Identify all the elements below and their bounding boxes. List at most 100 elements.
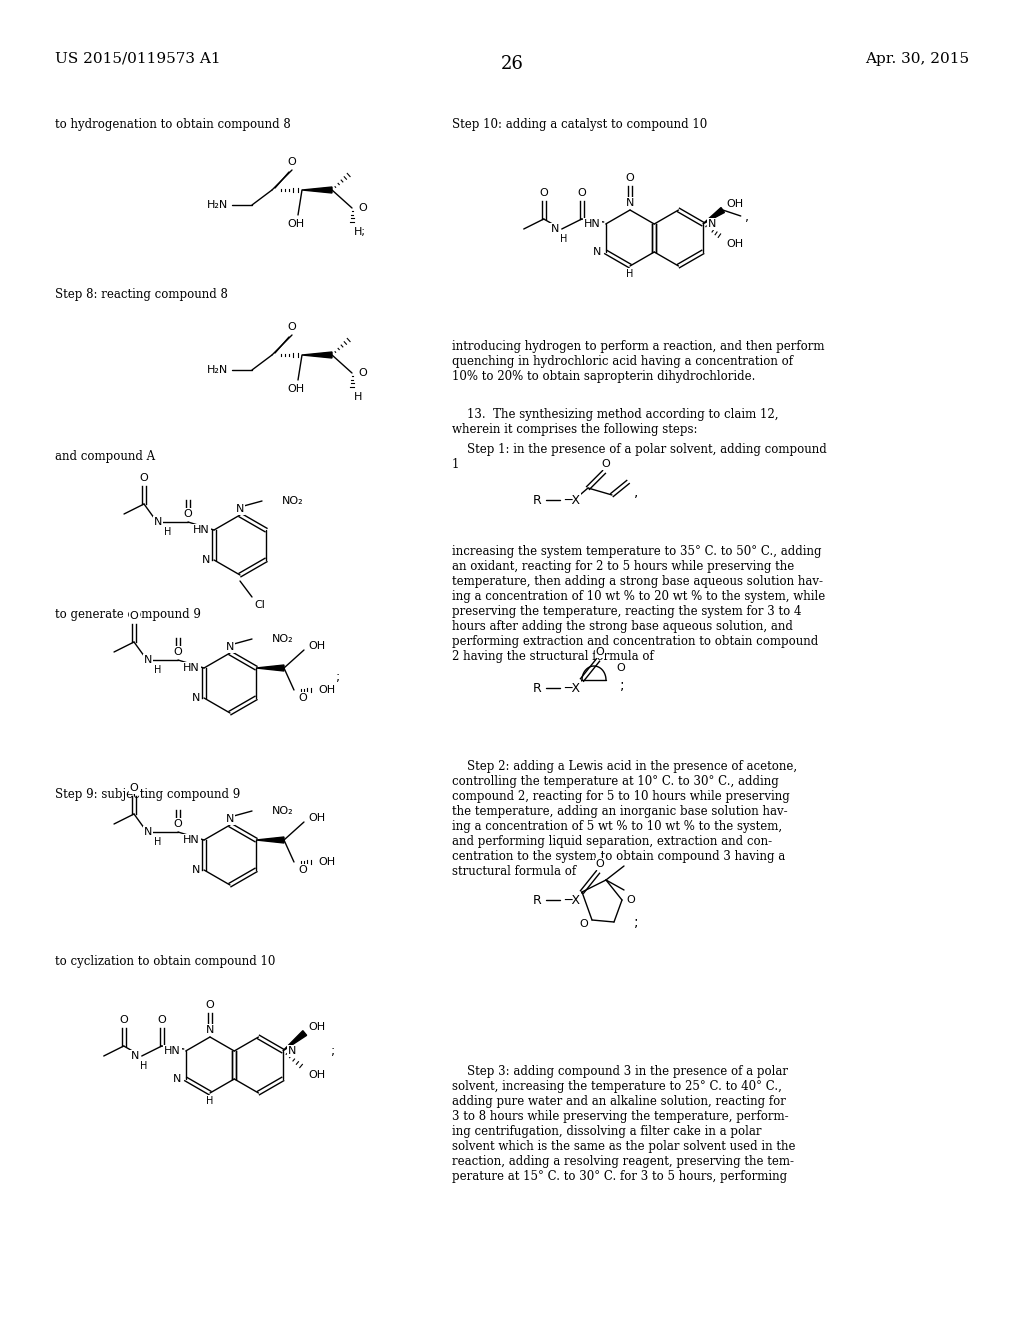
Text: O: O	[626, 895, 635, 906]
Text: H: H	[140, 1061, 147, 1071]
Text: OH: OH	[727, 239, 743, 249]
Text: OH: OH	[308, 813, 325, 822]
Text: NO₂: NO₂	[282, 496, 304, 506]
Text: O: O	[298, 865, 307, 875]
Text: O: O	[120, 1015, 128, 1026]
Text: O: O	[602, 459, 610, 469]
Text: Step 3: adding compound 3 in the presence of a polar
solvent, increasing the tem: Step 3: adding compound 3 in the presenc…	[452, 1065, 796, 1183]
Text: Apr. 30, 2015: Apr. 30, 2015	[865, 51, 969, 66]
Text: N: N	[191, 865, 200, 875]
Text: O: O	[206, 1001, 214, 1010]
Text: US 2015/0119573 A1: US 2015/0119573 A1	[55, 51, 220, 66]
Text: O: O	[578, 187, 586, 198]
Text: ─X: ─X	[564, 894, 581, 907]
Text: H: H	[154, 837, 162, 847]
Text: and compound A: and compound A	[55, 450, 155, 463]
Polygon shape	[302, 352, 332, 358]
Text: OH: OH	[318, 685, 335, 696]
Text: ,: ,	[744, 211, 749, 224]
Text: 1: 1	[452, 458, 460, 471]
Text: N: N	[143, 828, 152, 837]
Polygon shape	[702, 207, 724, 224]
Text: N: N	[154, 517, 162, 527]
Text: Step 1: in the presence of a polar solvent, adding compound: Step 1: in the presence of a polar solve…	[452, 444, 826, 455]
Text: OH: OH	[727, 199, 743, 209]
Text: NO₂: NO₂	[272, 634, 294, 644]
Polygon shape	[302, 187, 332, 193]
Text: 26: 26	[501, 55, 523, 73]
Text: O: O	[596, 859, 604, 869]
Text: OH: OH	[309, 1071, 326, 1080]
Text: 13.  The synthesizing method according to claim 12,
wherein it comprises the fol: 13. The synthesizing method according to…	[452, 408, 778, 436]
Text: Step 10: adding a catalyst to compound 10: Step 10: adding a catalyst to compound 1…	[452, 117, 708, 131]
Text: ,: ,	[634, 484, 638, 499]
Text: ─X: ─X	[564, 681, 581, 694]
Text: N: N	[202, 554, 210, 565]
Text: H: H	[154, 665, 162, 675]
Text: O: O	[130, 611, 138, 620]
Text: N: N	[236, 504, 244, 513]
Text: to cyclization to obtain compound 10: to cyclization to obtain compound 10	[55, 954, 275, 968]
Polygon shape	[283, 1031, 306, 1051]
Text: O: O	[183, 510, 193, 519]
Text: HN: HN	[164, 1045, 181, 1056]
Text: Cl: Cl	[254, 601, 265, 610]
Text: O: O	[139, 473, 148, 483]
Text: N: N	[143, 655, 152, 665]
Text: N: N	[708, 219, 716, 228]
Text: H: H	[164, 527, 171, 537]
Text: R: R	[534, 894, 542, 907]
Text: N: N	[130, 1051, 138, 1061]
Text: HN: HN	[584, 219, 601, 228]
Text: O: O	[130, 783, 138, 793]
Text: OH: OH	[288, 384, 304, 393]
Text: N: N	[226, 642, 234, 652]
Text: OH: OH	[308, 642, 325, 651]
Text: H₂N: H₂N	[207, 201, 228, 210]
Text: R: R	[534, 494, 542, 507]
Text: Step 2: adding a Lewis acid in the presence of acetone,
controlling the temperat: Step 2: adding a Lewis acid in the prese…	[452, 760, 797, 878]
Text: Step 9: subjecting compound 9: Step 9: subjecting compound 9	[55, 788, 241, 801]
Text: O: O	[616, 663, 625, 673]
Text: N: N	[226, 814, 234, 824]
Text: ;: ;	[634, 915, 639, 929]
Text: N: N	[592, 247, 601, 257]
Text: O: O	[158, 1015, 166, 1026]
Text: H₂N: H₂N	[207, 366, 228, 375]
Text: O: O	[626, 173, 635, 183]
Text: OH: OH	[318, 857, 335, 867]
Text: O: O	[174, 818, 182, 829]
Text: O: O	[174, 647, 182, 657]
Text: O: O	[298, 693, 307, 704]
Text: OH: OH	[288, 219, 304, 228]
Text: O: O	[580, 919, 588, 929]
Text: H: H	[206, 1096, 214, 1106]
Text: N: N	[172, 1074, 181, 1084]
Text: O: O	[358, 203, 367, 213]
Text: NO₂: NO₂	[272, 807, 294, 816]
Text: OH: OH	[309, 1022, 326, 1032]
Text: HN: HN	[194, 525, 210, 535]
Text: ;: ;	[336, 672, 340, 685]
Text: O: O	[596, 647, 604, 657]
Text: N: N	[206, 1026, 214, 1035]
Polygon shape	[256, 837, 284, 843]
Text: to generate compound 9: to generate compound 9	[55, 609, 201, 620]
Text: O: O	[288, 157, 296, 168]
Text: ;: ;	[620, 678, 625, 692]
Text: O: O	[540, 187, 548, 198]
Text: introducing hydrogen to perform a reaction, and then perform
quenching in hydroc: introducing hydrogen to perform a reacti…	[452, 341, 824, 383]
Polygon shape	[256, 665, 284, 671]
Text: N: N	[191, 693, 200, 704]
Text: HN: HN	[183, 663, 200, 673]
Text: HN: HN	[183, 836, 200, 845]
Text: ;: ;	[331, 1044, 335, 1057]
Text: N: N	[626, 198, 634, 209]
Text: H: H	[627, 269, 634, 279]
Text: to hydrogenation to obtain compound 8: to hydrogenation to obtain compound 8	[55, 117, 291, 131]
Text: O: O	[358, 368, 367, 378]
Text: H: H	[560, 234, 567, 244]
Text: H;: H;	[354, 227, 366, 238]
Text: Step 8: reacting compound 8: Step 8: reacting compound 8	[55, 288, 228, 301]
Text: R: R	[534, 681, 542, 694]
